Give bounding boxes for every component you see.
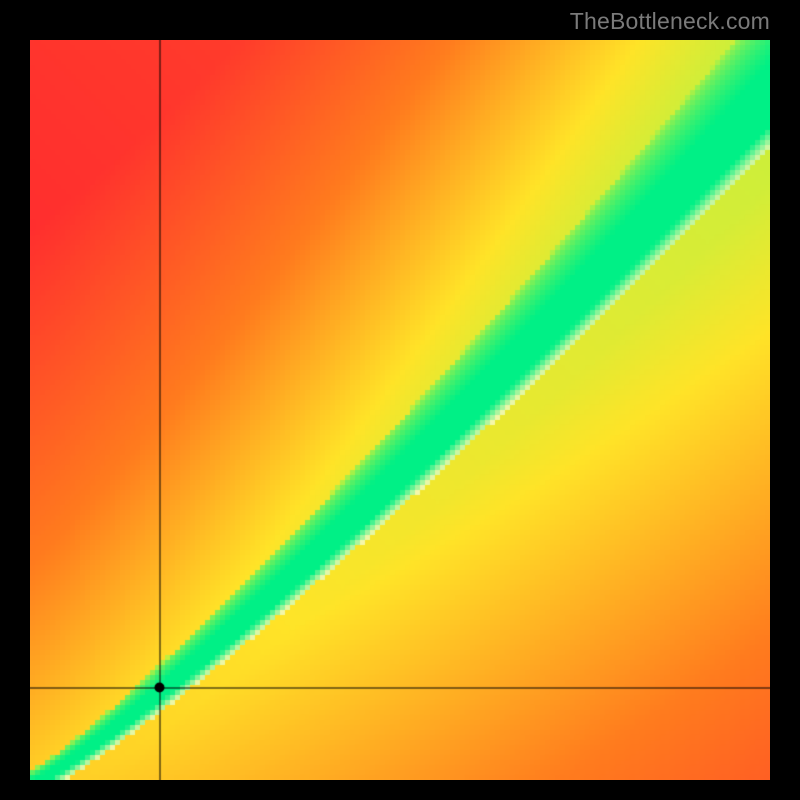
site-watermark: TheBottleneck.com — [570, 8, 770, 35]
bottleneck-heatmap — [30, 40, 770, 780]
heatmap-canvas — [30, 40, 770, 780]
chart-container: TheBottleneck.com — [0, 0, 800, 800]
